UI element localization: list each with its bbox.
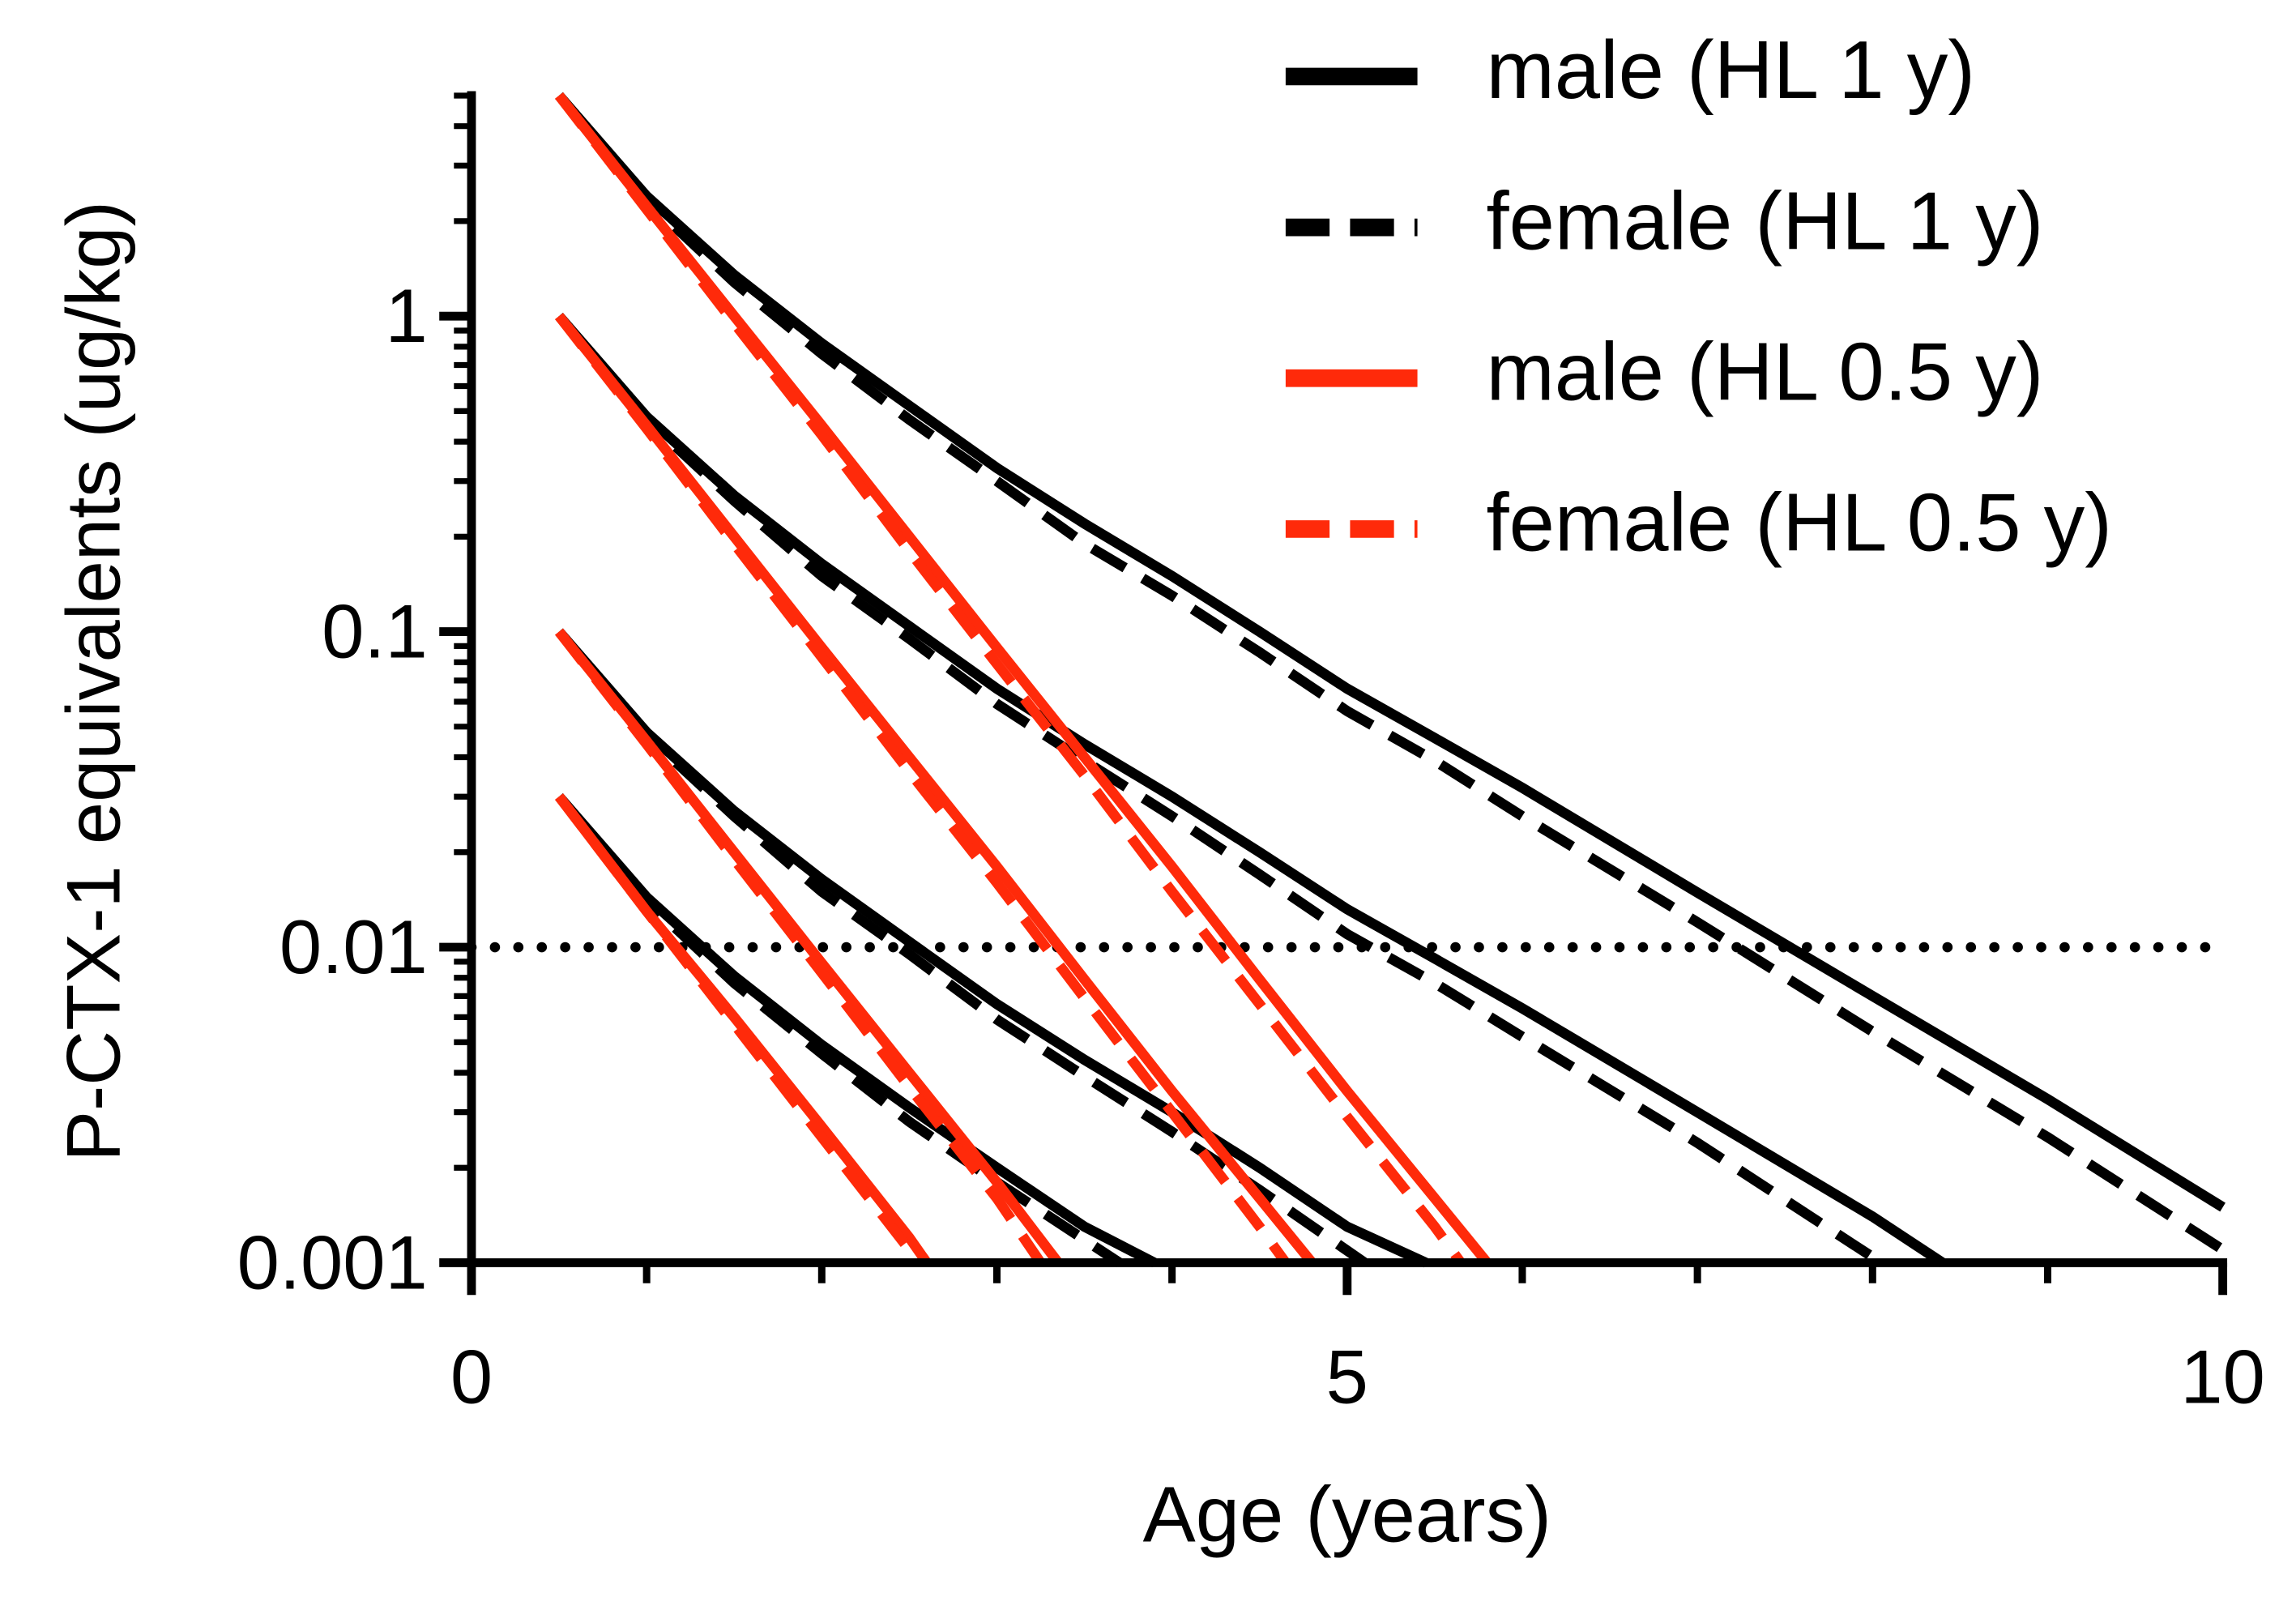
x-tick-label: 5	[1326, 1334, 1368, 1419]
line	[555, 92, 1492, 1266]
y-tick-label: 1	[385, 273, 427, 358]
legend-label: male (HL 1 y)	[1487, 24, 1976, 116]
line	[555, 628, 1368, 1267]
line	[555, 92, 2226, 1212]
legend-label: female (HL 0.5 y)	[1487, 477, 2112, 569]
line	[555, 793, 923, 1266]
line	[555, 313, 1291, 1266]
y-tick-label: 0.1	[322, 589, 428, 674]
x-tick-label: 0	[450, 1334, 493, 1419]
line	[555, 92, 1466, 1266]
line	[555, 312, 1946, 1267]
line	[555, 92, 2226, 1254]
y-tick-label: 0.001	[237, 1220, 428, 1305]
x-axis-label: Age (years)	[1143, 1470, 1551, 1558]
x-tick-label: 10	[2180, 1334, 2265, 1419]
legend-label: male (HL 0.5 y)	[1487, 327, 2044, 418]
line	[555, 792, 1157, 1268]
y-axis-label: P-CTX-1 equivalents (ug/kg)	[51, 201, 136, 1162]
y-tick-label: 0.01	[280, 904, 428, 989]
legend-label: female (HL 1 y)	[1487, 175, 2044, 267]
line	[555, 313, 1884, 1267]
line	[555, 628, 1045, 1266]
